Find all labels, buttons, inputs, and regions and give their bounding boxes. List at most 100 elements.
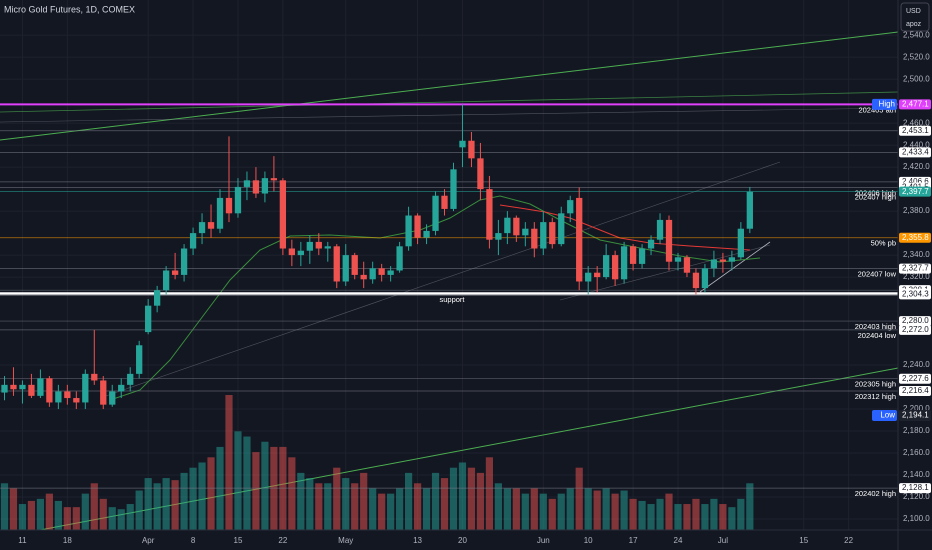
candle-body <box>665 219 673 262</box>
y-tick-label: 2,100.0 <box>903 514 930 523</box>
level-value: 2,216.4 <box>902 386 929 395</box>
candle-body <box>207 222 215 229</box>
x-tick-label: Jul <box>718 536 728 545</box>
level-value: 2,128.1 <box>902 483 929 492</box>
volume-bar <box>288 457 296 530</box>
candle-body <box>423 230 430 238</box>
candle-body <box>270 178 278 181</box>
candle-body <box>594 272 601 278</box>
candle-body <box>387 270 394 275</box>
volume-bar <box>135 490 143 530</box>
volume-bar <box>90 483 98 530</box>
volume-bar <box>153 483 161 530</box>
candle-body <box>145 305 152 333</box>
volume-bar <box>243 436 251 530</box>
volume-bar <box>72 507 80 530</box>
candle-body <box>495 233 502 240</box>
candle-body <box>378 268 385 275</box>
candle-body <box>333 246 340 282</box>
candle-body <box>638 248 646 264</box>
candles-layer <box>1 104 753 410</box>
level-value-tag <box>899 483 931 494</box>
volume-bar <box>575 467 583 530</box>
level-label: 202407 high <box>855 193 896 202</box>
candle-body <box>576 197 583 282</box>
candle-body <box>189 233 197 249</box>
x-tick-label: 20 <box>458 536 467 545</box>
y-tick-label: 2,180.0 <box>903 426 930 435</box>
volume-bar <box>234 431 242 530</box>
candle-body <box>252 180 260 194</box>
volume-bar <box>467 467 476 530</box>
volume-bar <box>225 395 233 530</box>
level-value-tag <box>899 386 931 397</box>
candle-body <box>127 373 134 385</box>
candle-body <box>683 257 691 273</box>
candle-body <box>351 255 358 275</box>
candle-body <box>701 268 709 289</box>
x-tick-label: 18 <box>63 536 72 545</box>
volume-bar <box>378 493 386 530</box>
y-tick-label: 2,520.0 <box>903 52 930 61</box>
volume-bar <box>422 488 431 530</box>
currency-box[interactable] <box>900 2 930 32</box>
trend-line <box>559 244 771 301</box>
candle-body <box>288 248 295 256</box>
candle-body <box>549 222 556 245</box>
volume-bar <box>45 493 53 530</box>
volume-bar <box>413 483 422 530</box>
volume-bar <box>63 507 71 530</box>
level-label: 202404 low <box>858 331 897 340</box>
volume-bar <box>171 480 179 530</box>
volume-bar <box>189 467 197 530</box>
x-tick-label: 22 <box>844 536 853 545</box>
volume-bar <box>27 500 36 530</box>
trend-line <box>699 241 771 293</box>
y-tick-label: 2,460.0 <box>903 118 930 127</box>
currency: USD <box>906 8 921 15</box>
candle-body <box>216 197 224 229</box>
candle-body <box>477 158 484 190</box>
volume-bar <box>0 483 9 530</box>
y-tick-label: 2,420.0 <box>903 162 930 171</box>
candle-body <box>225 197 233 214</box>
y-tick-label: 2,240.0 <box>903 360 930 369</box>
volume-bar <box>602 488 610 530</box>
candle-body <box>180 248 188 275</box>
volume-bar <box>746 483 754 530</box>
x-tick-label: Jun <box>537 536 550 545</box>
level-label: 202403 high <box>855 322 896 331</box>
volume-bar <box>404 472 413 530</box>
volume-bar <box>216 446 224 530</box>
volume-bar <box>351 483 359 530</box>
candle-body <box>46 378 53 403</box>
volume-bar <box>9 488 18 530</box>
volume-bar <box>611 493 619 530</box>
level-value-tag <box>899 289 931 300</box>
x-tick-label: 22 <box>278 536 287 545</box>
volume-bar <box>539 493 547 530</box>
chart-title: Micro Gold Futures, 1D, COMEX <box>4 4 135 14</box>
level-label: 202312 high <box>855 392 896 401</box>
candle-body <box>154 290 161 306</box>
candle-body <box>297 250 304 256</box>
candle-body <box>28 384 35 396</box>
volume-bar <box>548 498 556 530</box>
level-value-tag <box>899 316 931 327</box>
candle-body <box>737 228 744 258</box>
candle-body <box>279 180 287 249</box>
candle-body <box>82 373 89 403</box>
level-label: 202407 low <box>858 270 897 279</box>
level-name-tag <box>872 98 897 110</box>
candle-body <box>540 222 547 249</box>
volume-bar <box>710 498 718 530</box>
volume-bar <box>315 483 323 530</box>
volume-bar <box>252 452 260 530</box>
candle-body <box>73 398 80 403</box>
candle-body <box>234 186 242 214</box>
volume-bar <box>396 488 404 530</box>
candle-body <box>405 215 412 247</box>
volume-bar <box>333 467 341 530</box>
axis-layer: 2,540.0 2,520.0 2,500.0 2,460.0 2,440.0 2,420… <box>18 30 930 545</box>
